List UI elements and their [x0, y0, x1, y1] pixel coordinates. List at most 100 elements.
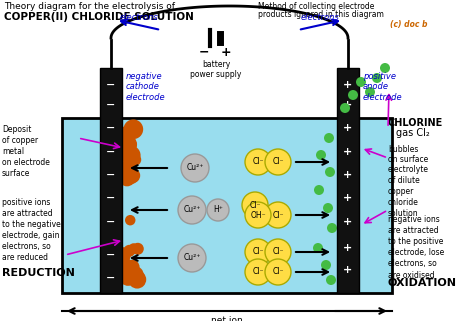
Circle shape [348, 90, 358, 100]
Text: bubbles
on surface: bubbles on surface [388, 145, 428, 164]
Text: +: + [343, 80, 353, 90]
Circle shape [123, 245, 135, 257]
Text: +: + [343, 123, 353, 133]
Circle shape [127, 148, 137, 159]
Text: Cu²⁺: Cu²⁺ [186, 163, 204, 172]
Text: +: + [343, 170, 353, 180]
Circle shape [178, 196, 206, 224]
Text: electrons: electrons [119, 13, 158, 22]
Circle shape [129, 154, 141, 166]
Text: OXIDATION: OXIDATION [388, 278, 457, 288]
Circle shape [118, 169, 136, 187]
Text: −: − [106, 100, 116, 110]
Bar [337, 68, 359, 293]
Circle shape [316, 150, 326, 160]
Text: negative
cathode
electrode: negative cathode electrode [126, 72, 165, 102]
Circle shape [178, 244, 206, 272]
Circle shape [121, 164, 137, 180]
Text: Method of collecting electrode: Method of collecting electrode [258, 2, 374, 11]
Text: Deposit
of copper
metal
on electrode
surface: Deposit of copper metal on electrode sur… [2, 125, 50, 178]
Text: −: − [106, 193, 116, 203]
Text: positive ions
are attracted
to the negative
electrode, gain
electrons, so
are re: positive ions are attracted to the negat… [2, 198, 61, 263]
Circle shape [114, 247, 131, 264]
Text: −: − [106, 217, 116, 227]
Text: +: + [343, 217, 353, 227]
Text: electrolyte
of dilute
copper
chloride
solution: electrolyte of dilute copper chloride so… [388, 165, 429, 218]
Text: Cu²⁺: Cu²⁺ [183, 254, 201, 263]
Circle shape [356, 77, 366, 87]
Circle shape [115, 256, 131, 272]
Text: −: − [106, 123, 116, 133]
Text: Cl⁻: Cl⁻ [249, 201, 261, 210]
Circle shape [124, 119, 143, 139]
Circle shape [265, 259, 291, 285]
Circle shape [181, 154, 209, 182]
Circle shape [121, 138, 137, 153]
Text: +: + [343, 100, 353, 110]
Circle shape [380, 63, 390, 73]
Bar [62, 118, 392, 293]
Circle shape [126, 145, 137, 157]
Text: gas Cl₂: gas Cl₂ [396, 128, 430, 138]
Circle shape [327, 223, 337, 233]
Circle shape [125, 260, 139, 274]
Circle shape [118, 135, 137, 154]
Circle shape [120, 163, 136, 178]
Circle shape [245, 239, 271, 265]
Text: −: − [106, 273, 116, 283]
Circle shape [340, 103, 350, 113]
Text: net ion
movement: net ion movement [202, 316, 252, 321]
Text: +: + [221, 46, 231, 58]
Circle shape [313, 243, 323, 253]
Text: positive
anode
electrode: positive anode electrode [363, 72, 402, 102]
Circle shape [321, 260, 331, 270]
Circle shape [117, 167, 133, 182]
Circle shape [325, 167, 335, 177]
Text: −: − [106, 250, 116, 260]
Text: products ignored in this diagram: products ignored in this diagram [258, 10, 384, 19]
Circle shape [119, 248, 129, 259]
Bar [100, 68, 122, 293]
Circle shape [324, 133, 334, 143]
Circle shape [365, 87, 375, 97]
Circle shape [245, 149, 271, 175]
Text: Cl⁻: Cl⁻ [252, 158, 264, 167]
Circle shape [245, 259, 271, 285]
Text: CHLORINE: CHLORINE [388, 118, 443, 128]
Text: Cu²⁺: Cu²⁺ [183, 205, 201, 214]
Circle shape [242, 192, 268, 218]
Circle shape [118, 166, 131, 179]
Circle shape [326, 275, 336, 285]
Text: Cl⁻: Cl⁻ [272, 211, 284, 220]
Text: negative ions
are attracted
to the positive
electrode, lose
electrons, so
are ox: negative ions are attracted to the posit… [388, 215, 444, 280]
Circle shape [314, 185, 324, 195]
Circle shape [127, 173, 137, 184]
Circle shape [116, 264, 129, 277]
Circle shape [118, 126, 132, 140]
Circle shape [323, 203, 333, 213]
Text: +: + [343, 147, 353, 157]
Text: H⁺: H⁺ [213, 205, 223, 214]
Text: Theory diagram for the electrolysis of: Theory diagram for the electrolysis of [4, 2, 175, 11]
Text: −: − [106, 80, 116, 90]
Circle shape [121, 145, 141, 165]
Circle shape [126, 267, 137, 278]
Text: +: + [343, 265, 353, 275]
Circle shape [118, 133, 135, 150]
Circle shape [119, 268, 137, 286]
Text: Cl⁻: Cl⁻ [252, 267, 264, 276]
Text: −: − [106, 147, 116, 157]
Circle shape [125, 215, 136, 225]
Text: Cl⁻: Cl⁻ [272, 158, 284, 167]
Circle shape [132, 243, 144, 255]
Text: +: + [343, 193, 353, 203]
Circle shape [265, 202, 291, 228]
Text: COPPER(II) CHLORIDE SOLUTION: COPPER(II) CHLORIDE SOLUTION [4, 12, 194, 22]
Text: −: − [106, 170, 116, 180]
Text: Cl⁻: Cl⁻ [272, 247, 284, 256]
Text: (c) doc b: (c) doc b [390, 20, 428, 29]
Text: −: − [199, 46, 209, 58]
Text: OH⁻: OH⁻ [250, 211, 266, 220]
Circle shape [245, 202, 271, 228]
Circle shape [265, 239, 291, 265]
